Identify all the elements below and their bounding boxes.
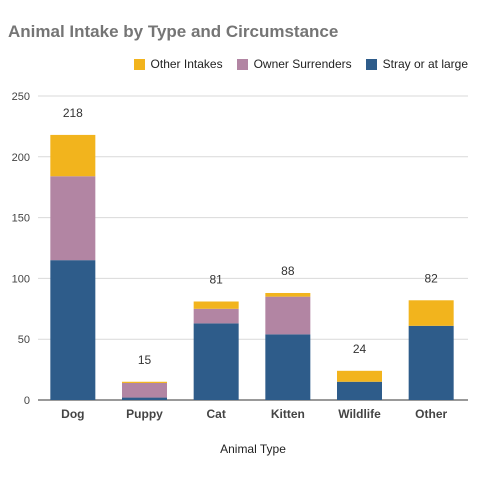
chart-title: Animal Intake by Type and Circumstance [8,22,339,41]
legend-item-other-intakes: Other Intakes [133,57,223,71]
y-tick-label: 50 [18,334,30,346]
legend-swatch-stray [365,58,377,70]
y-axis-ticks: 0 50 100 150 200 250 [12,91,30,407]
legend-swatch-owner-surrenders [236,58,248,70]
legend-swatch-other-intakes [133,58,145,70]
bar-segment [265,292,311,297]
total-label: 218 [63,106,83,120]
bar-segment [193,308,239,324]
gridlines [38,95,468,401]
legend-item-owner-surrenders: Owner Surrenders [236,57,352,71]
bar-segment [337,381,382,400]
x-axis-ticks: Dog Puppy Cat Kitten Wildlife Other [61,407,447,421]
total-label: 81 [209,273,223,287]
total-labels: 218 15 81 88 24 82 [63,106,438,367]
x-tick-label: Other [415,407,447,421]
bar-segment [50,260,96,400]
x-tick-label: Cat [206,407,225,421]
bar-segment [122,382,167,398]
bar-segment [50,134,96,177]
x-tick-label: Dog [61,407,84,421]
bar-segment [265,296,311,335]
total-label: 24 [353,342,367,356]
chart-legend: Other Intakes Owner Surrenders Stray or … [133,57,468,71]
y-tick-label: 200 [12,152,30,164]
legend-item-stray: Stray or at large [365,57,468,71]
bar-segment [50,176,96,261]
x-axis-label: Animal Type [220,442,286,456]
bar-segment [408,325,454,400]
total-label: 88 [281,264,295,278]
bar-segment [265,334,311,400]
legend-label-other-intakes: Other Intakes [150,57,223,71]
bar-segment [337,370,382,382]
bar-segment [193,301,239,309]
x-tick-label: Wildlife [338,407,381,421]
bar-segment [408,300,454,326]
y-tick-label: 0 [24,395,30,407]
y-tick-label: 250 [12,91,30,103]
bar-segment [193,323,239,400]
total-label: 15 [138,353,152,367]
bars [50,134,454,400]
legend-label-stray: Stray or at large [382,57,468,71]
x-tick-label: Puppy [126,407,163,421]
y-tick-label: 150 [12,213,30,225]
total-label: 82 [424,271,438,285]
bar-segment [122,381,167,383]
legend-label-owner-surrenders: Owner Surrenders [253,57,352,71]
bar-segment [122,397,167,400]
x-tick-label: Kitten [271,407,305,421]
y-tick-label: 100 [12,273,30,285]
